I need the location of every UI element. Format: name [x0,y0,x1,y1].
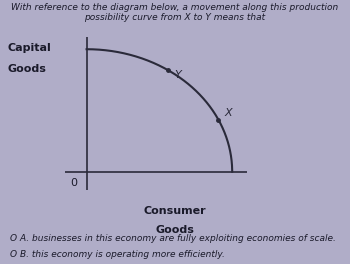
Text: Capital: Capital [7,43,51,53]
Text: With reference to the diagram below, a movement along this production possibilit: With reference to the diagram below, a m… [11,3,339,22]
Text: Goods: Goods [7,64,46,74]
Text: X: X [224,108,232,118]
Text: Y: Y [174,70,181,80]
Text: O B. this economy is operating more efficiently.: O B. this economy is operating more effi… [10,250,225,259]
Text: 0: 0 [70,178,77,188]
Text: Consumer: Consumer [144,206,206,216]
Text: Goods: Goods [155,225,195,235]
Text: O A. businesses in this economy are fully exploiting economies of scale.: O A. businesses in this economy are full… [10,234,336,243]
